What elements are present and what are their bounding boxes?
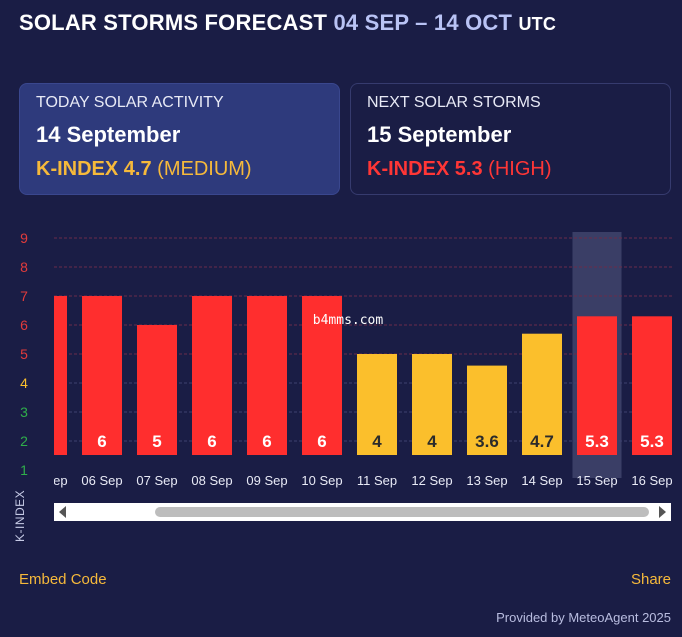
next-card-date: 15 September bbox=[367, 122, 512, 147]
bar-value-label: 5.3 bbox=[640, 432, 664, 451]
bar-value-label: 6 bbox=[262, 432, 271, 451]
bar[interactable] bbox=[412, 354, 452, 455]
bar-value-label: 4 bbox=[372, 432, 382, 451]
y-tick-label: 8 bbox=[20, 259, 28, 275]
x-tick-label: 09 Sep bbox=[246, 473, 287, 488]
bar[interactable] bbox=[247, 296, 287, 455]
y-tick-label: 5 bbox=[20, 346, 28, 362]
provided-by-text: Provided by MeteoAgent 2025 bbox=[496, 610, 671, 625]
today-card-date: 14 September bbox=[36, 122, 181, 147]
bar[interactable] bbox=[27, 296, 67, 455]
y-axis-label: K-INDEX bbox=[13, 489, 27, 542]
bar[interactable] bbox=[632, 316, 672, 455]
bar[interactable] bbox=[137, 325, 177, 455]
bar-value-label: 5 bbox=[152, 432, 161, 451]
today-card-kindex: K-INDEX 4.7 (MEDIUM) bbox=[36, 158, 323, 181]
scrollbar-thumb[interactable] bbox=[155, 507, 649, 517]
next-storms-card: NEXT SOLAR STORMS 15 September K-INDEX 5… bbox=[350, 83, 671, 195]
bar-value-label: 4.7 bbox=[530, 432, 554, 451]
y-tick-label: 7 bbox=[20, 288, 28, 304]
today-kindex-level: (MEDIUM) bbox=[157, 158, 252, 180]
bar-value-label: 6 bbox=[207, 432, 216, 451]
next-kindex-value: K-INDEX 5.3 bbox=[367, 158, 483, 180]
today-card-label: TODAY SOLAR ACTIVITY bbox=[36, 94, 224, 111]
bar[interactable] bbox=[357, 354, 397, 455]
arrow-right-icon[interactable] bbox=[659, 506, 666, 518]
y-tick-label: 6 bbox=[20, 317, 28, 333]
bar-value-label: 4 bbox=[427, 432, 437, 451]
title-main: SOLAR STORMS FORECAST bbox=[19, 10, 328, 35]
x-tick-label: 11 Sep bbox=[357, 473, 397, 488]
bar[interactable] bbox=[577, 316, 617, 455]
embed-code-link[interactable]: Embed Code bbox=[19, 571, 107, 588]
x-tick-label: 13 Sep bbox=[466, 473, 507, 488]
bar[interactable] bbox=[467, 365, 507, 455]
next-kindex-level: (HIGH) bbox=[488, 158, 552, 180]
y-tick-label: 4 bbox=[20, 375, 28, 391]
x-tick-label: 12 Sep bbox=[411, 473, 452, 488]
bar[interactable] bbox=[82, 296, 122, 455]
watermark-text: b4mms.com bbox=[313, 313, 384, 328]
y-tick-label: 1 bbox=[20, 462, 28, 478]
x-tick-label: 05 Sep bbox=[26, 473, 67, 488]
bar[interactable] bbox=[302, 296, 342, 455]
title-timezone: UTC bbox=[518, 14, 557, 34]
bar[interactable] bbox=[522, 333, 562, 455]
y-tick-label: 3 bbox=[20, 404, 28, 420]
x-tick-label: 10 Sep bbox=[301, 473, 342, 488]
next-card-kindex: K-INDEX 5.3 (HIGH) bbox=[367, 158, 654, 181]
x-tick-label: 16 Sep bbox=[631, 473, 672, 488]
y-tick-label: 9 bbox=[20, 230, 28, 246]
bar[interactable] bbox=[192, 296, 232, 455]
x-tick-label: 07 Sep bbox=[136, 473, 177, 488]
bar-value-label: 6 bbox=[317, 432, 326, 451]
x-tick-label: 14 Sep bbox=[521, 473, 562, 488]
bar-value-label: 5.3 bbox=[585, 432, 609, 451]
kindex-bar-chart[interactable]: 9 8 7 6 5 4 3 2 1 05 Sep 6 06 Sep 5 07 Sep 6 08 Sep 6 09 … bbox=[0, 225, 682, 505]
today-activity-card: TODAY SOLAR ACTIVITY 14 September K-INDE… bbox=[19, 83, 340, 195]
y-tick-label: 2 bbox=[20, 433, 28, 449]
bars-group: 05 Sep 6 06 Sep 5 07 Sep 6 08 Sep 6 09 Sep 6 10 Se… bbox=[26, 296, 672, 488]
chart-svg: 9 8 7 6 5 4 3 2 105 Sep 6 06 Sep 5 07 Sep 6 08 Sep 6 09 … bbox=[20, 230, 672, 488]
x-tick-label: 06 Sep bbox=[81, 473, 122, 488]
arrow-left-icon[interactable] bbox=[59, 506, 66, 518]
title-range: 04 SEP – 14 OCT bbox=[333, 10, 513, 35]
page-title: SOLAR STORMS FORECAST 04 SEP – 14 OCT UT… bbox=[19, 10, 556, 36]
next-card-label: NEXT SOLAR STORMS bbox=[367, 94, 541, 111]
x-tick-label: 15 Sep bbox=[576, 473, 617, 488]
share-link[interactable]: Share bbox=[630, 571, 671, 588]
chart-scrollbar[interactable] bbox=[54, 503, 671, 521]
bar-value-label: 6 bbox=[97, 432, 106, 451]
bar-value-label: 3.6 bbox=[475, 432, 499, 451]
today-kindex-value: K-INDEX 4.7 bbox=[36, 158, 152, 180]
x-tick-label: 08 Sep bbox=[191, 473, 232, 488]
